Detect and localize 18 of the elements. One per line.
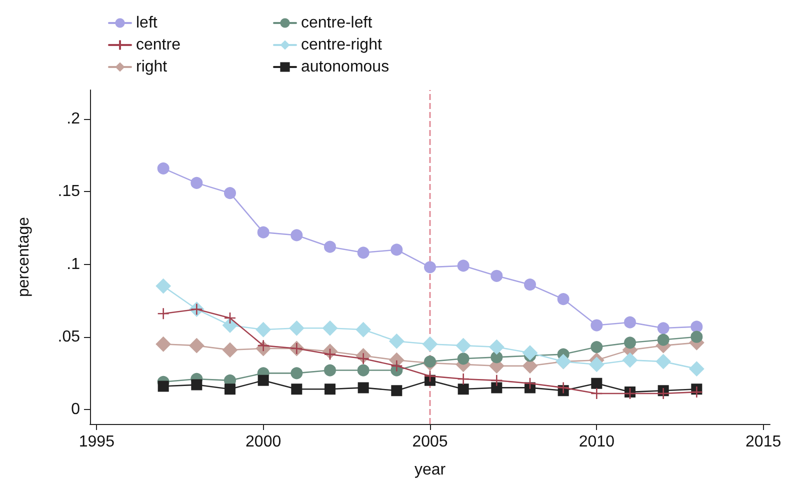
legend-label: right <box>136 58 168 76</box>
legend-label: centre-right <box>301 36 382 54</box>
legend-label: centre <box>136 36 181 54</box>
y-tick-label: .1 <box>66 256 80 273</box>
y-axis-title: percentage <box>16 216 32 298</box>
y-tick-label: .15 <box>58 183 80 200</box>
legend-label: left <box>136 14 158 32</box>
x-tick-label: 1995 <box>78 434 115 450</box>
legend-label: autonomous <box>301 58 390 76</box>
x-tick-label: 2015 <box>746 434 782 450</box>
y-tick-label: .2 <box>66 110 80 128</box>
x-tick-label: 2010 <box>578 434 615 450</box>
y-tick-label: .05 <box>58 328 80 346</box>
legend-label: centre-left <box>301 14 373 32</box>
x-tick-label: 2000 <box>246 434 282 450</box>
x-tick-label: 2005 <box>412 434 448 450</box>
x-axis-title: year <box>414 462 446 478</box>
y-tick-label: 0 <box>71 400 80 418</box>
